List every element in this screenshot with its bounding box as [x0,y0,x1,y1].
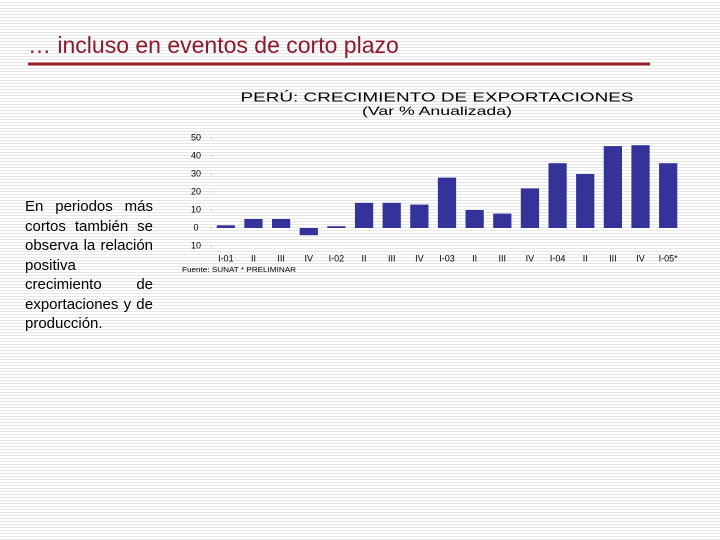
x-tick-label: III [277,253,285,263]
x-tick-label: III [388,253,396,263]
bar [520,188,540,228]
x-tick-label: II [251,253,256,263]
x-tick-label: IV [305,253,314,263]
y-tick-label: 10 [191,204,201,214]
y-tick-label: 0 [193,222,198,232]
bar [659,163,678,228]
bar [493,213,512,228]
bar [465,210,484,228]
bar [548,163,567,228]
x-tick-label: I-03 [439,253,455,263]
x-tick-label: II [472,253,477,263]
bar [271,219,291,228]
bar [327,226,346,228]
body-text: En periodos más cortos también se observ… [25,198,153,332]
bar [410,204,429,228]
bar [631,145,650,228]
bar [437,177,457,228]
x-tick-label: IV [415,253,424,263]
y-tick-label: 20 [191,186,201,196]
bar [603,146,623,228]
x-tick-label: III [499,253,507,263]
x-tick-label: II [362,253,367,263]
chart-title: PERÚ: CRECIMIENTO DE EXPORTACIONES [241,89,634,104]
bar [354,202,374,228]
bar [216,225,235,228]
y-tick-label: 10 [191,240,201,250]
x-tick-label: IV [526,253,535,263]
x-tick-label: I-02 [329,253,345,263]
bar [382,202,401,228]
x-tick-label: I-01 [218,253,234,263]
y-tick-label: 50 [191,132,201,142]
slide-title: … incluso en eventos de corto plazo [28,32,399,58]
y-tick-label: 40 [191,150,201,160]
x-tick-label: II [583,253,588,263]
x-tick-label: I-05* [659,253,679,263]
x-tick-label: IV [636,253,645,263]
x-tick-label: III [609,253,617,263]
x-tick-label: I-04 [550,253,566,263]
bar [299,228,318,236]
source-note: Fuente: SUNAT * PRELIMINAR [182,267,296,274]
chart-subtitle: (Var % Anualizada) [362,104,512,118]
bar [244,219,263,228]
y-tick-label: 30 [191,168,201,178]
bar [576,174,595,228]
